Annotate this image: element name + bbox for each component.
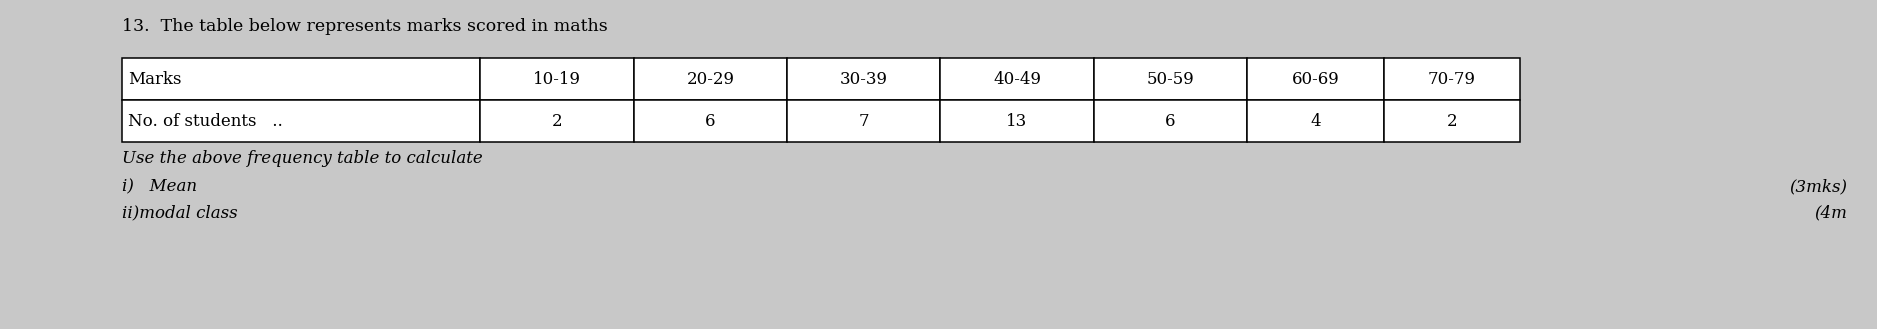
Text: No. of students   ..: No. of students .. [128, 113, 283, 130]
Bar [1246, 58, 1383, 100]
Text: 60-69: 60-69 [1291, 70, 1340, 88]
Text: 30-39: 30-39 [839, 70, 888, 88]
Bar [786, 58, 940, 100]
Text: 6: 6 [1166, 113, 1175, 130]
Bar [940, 58, 1094, 100]
Text: 10-19: 10-19 [533, 70, 582, 88]
Text: 40-49: 40-49 [993, 70, 1042, 88]
Bar [1383, 100, 1520, 142]
Bar [940, 100, 1094, 142]
Text: (4m: (4m [1815, 204, 1847, 221]
Bar [481, 58, 634, 100]
Text: Use the above frequency table to calculate: Use the above frequency table to calcula… [122, 150, 482, 167]
Bar [122, 58, 481, 100]
Text: 4: 4 [1310, 113, 1321, 130]
Text: 7: 7 [858, 113, 869, 130]
Bar [481, 100, 634, 142]
Bar [122, 100, 481, 142]
Bar [1246, 100, 1383, 142]
Text: Marks: Marks [128, 70, 182, 88]
Bar [1094, 100, 1246, 142]
Text: 20-29: 20-29 [687, 70, 734, 88]
Bar [634, 58, 786, 100]
Text: i)   Mean: i) Mean [122, 178, 197, 195]
Text: 13.  The table below represents marks scored in maths: 13. The table below represents marks sco… [122, 18, 608, 35]
Bar [1383, 58, 1520, 100]
Bar [1094, 58, 1246, 100]
Text: 2: 2 [552, 113, 563, 130]
Text: (3mks): (3mks) [1789, 178, 1847, 195]
Text: 70-79: 70-79 [1428, 70, 1475, 88]
Text: 6: 6 [706, 113, 715, 130]
Text: ii)modal class: ii)modal class [122, 204, 238, 221]
Bar [786, 100, 940, 142]
Text: 2: 2 [1447, 113, 1457, 130]
Bar [634, 100, 786, 142]
Text: 50-59: 50-59 [1147, 70, 1194, 88]
Text: 13: 13 [1006, 113, 1027, 130]
